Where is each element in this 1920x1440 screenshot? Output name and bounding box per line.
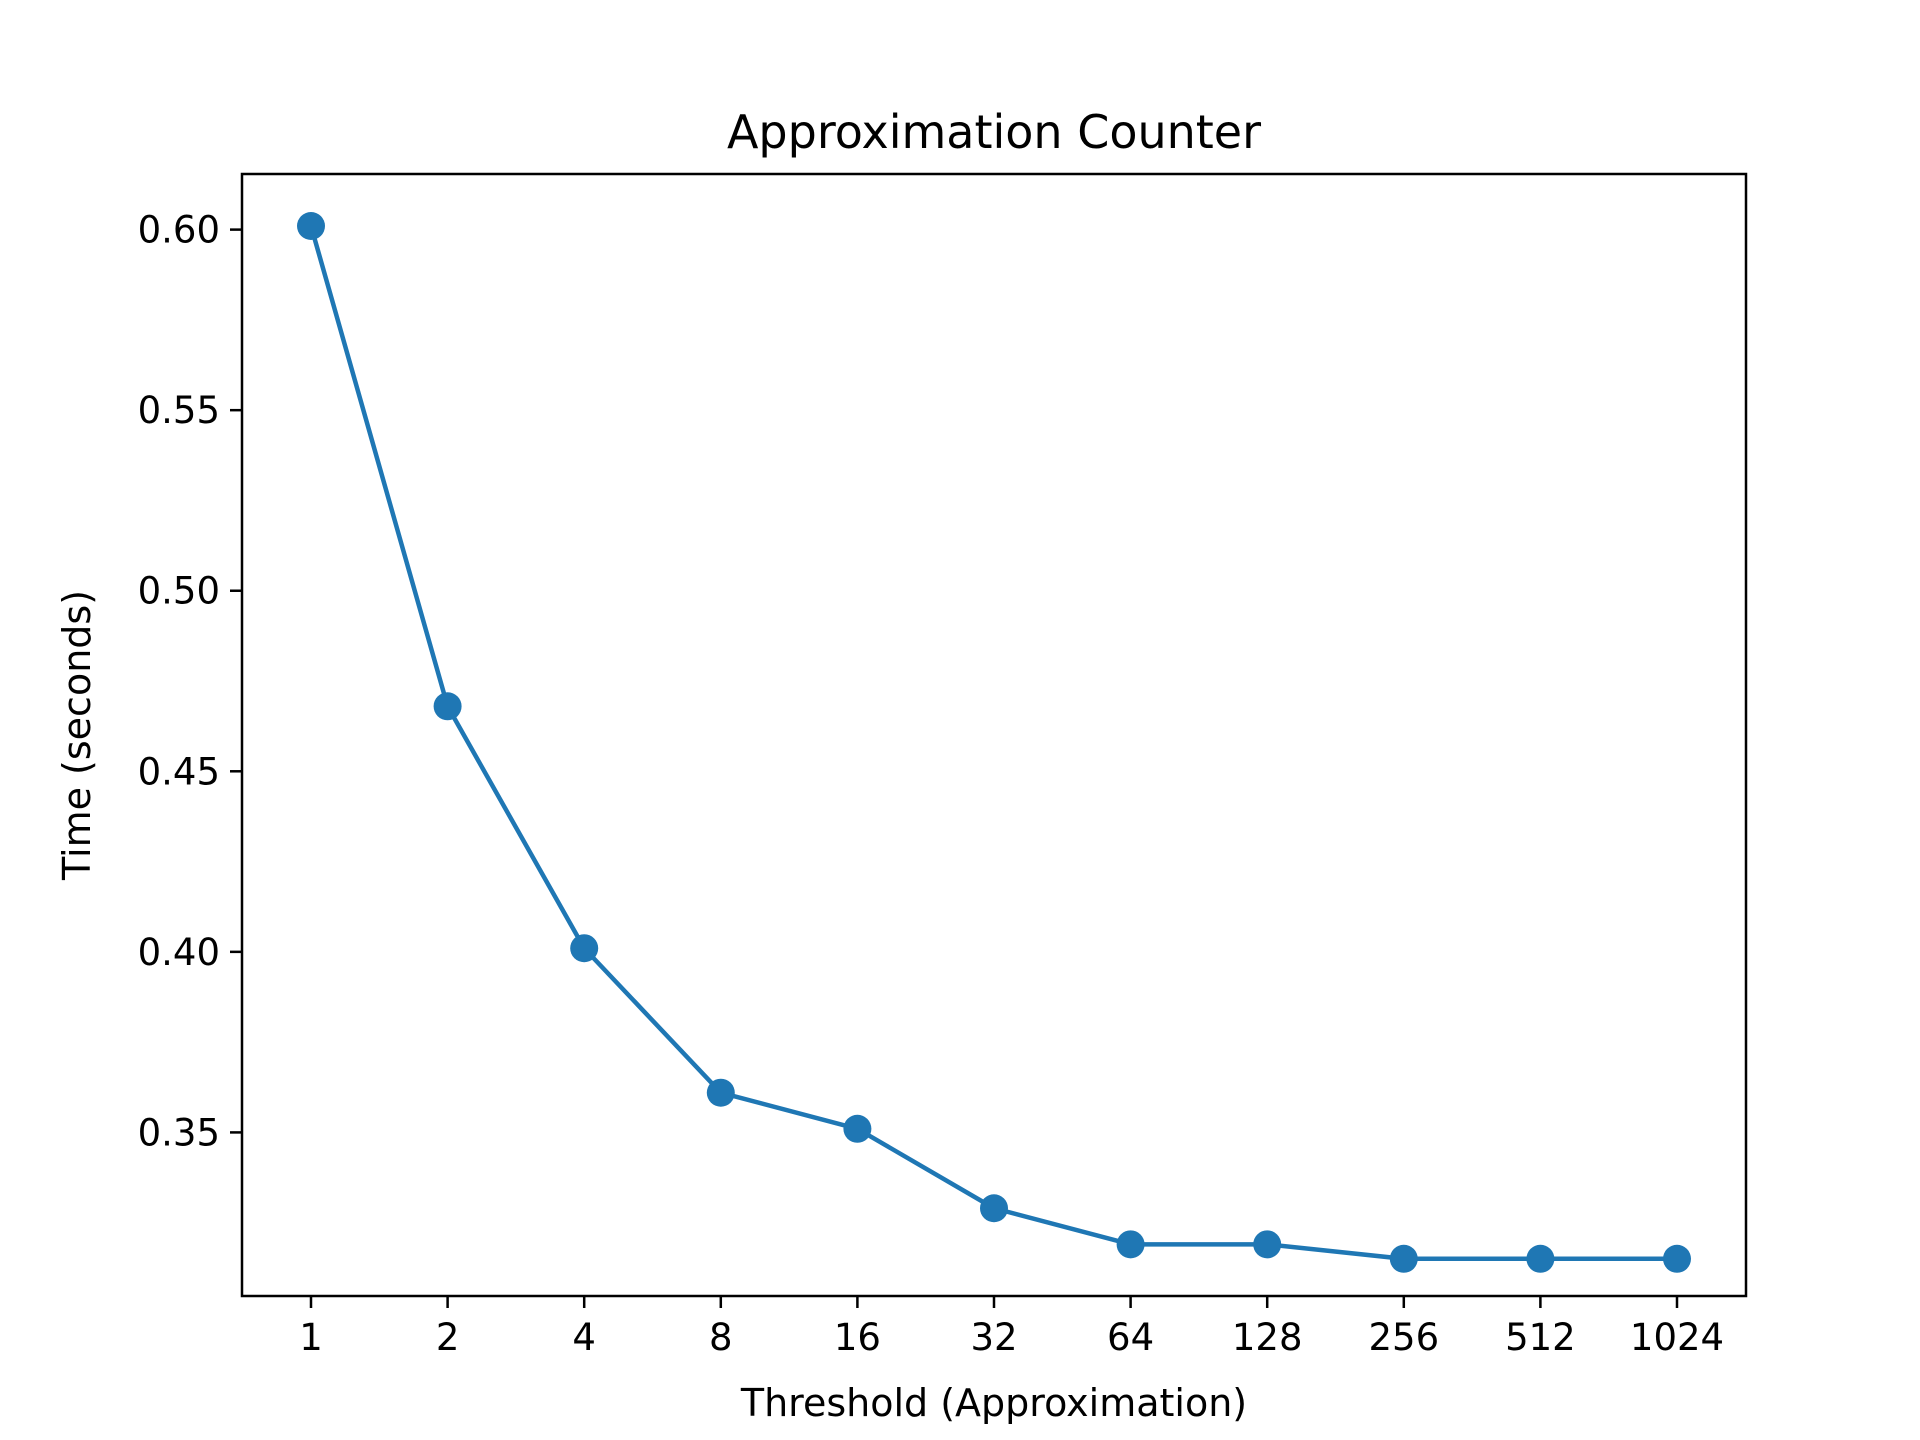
data-point [570, 934, 599, 963]
x-tick-label: 1024 [1630, 1316, 1724, 1359]
x-tick-label: 512 [1505, 1316, 1576, 1359]
y-tick-label: 0.40 [138, 931, 220, 974]
x-tick-label: 256 [1368, 1316, 1439, 1359]
data-point [1389, 1244, 1418, 1273]
data-point [433, 692, 462, 721]
data-point [1526, 1244, 1555, 1273]
x-tick-label: 2 [436, 1316, 460, 1359]
x-axis-label: Threshold (Approximation) [740, 1381, 1247, 1425]
data-point [1663, 1244, 1691, 1273]
x-tick-label: 8 [709, 1316, 733, 1359]
data-point [297, 212, 325, 241]
y-tick-label: 0.60 [138, 209, 220, 252]
x-tick-label: 32 [970, 1316, 1017, 1359]
data-point [1253, 1230, 1282, 1259]
y-tick-label: 0.50 [138, 570, 220, 613]
data-point [843, 1114, 872, 1143]
chart-title: Approximation Counter [727, 105, 1261, 159]
y-tick-label: 0.45 [138, 750, 220, 793]
x-tick-label: 64 [1107, 1316, 1154, 1359]
x-tick-label: 4 [572, 1316, 596, 1359]
x-tick-label: 1 [299, 1316, 323, 1359]
y-axis-label: Time (seconds) [55, 590, 99, 881]
x-tick-label: 16 [834, 1316, 881, 1359]
data-point [980, 1194, 1008, 1223]
x-tick-label: 128 [1232, 1316, 1303, 1359]
y-tick-label: 0.55 [138, 389, 220, 432]
data-point [1116, 1230, 1145, 1259]
y-tick-label: 0.35 [138, 1111, 220, 1154]
data-point [706, 1078, 735, 1107]
